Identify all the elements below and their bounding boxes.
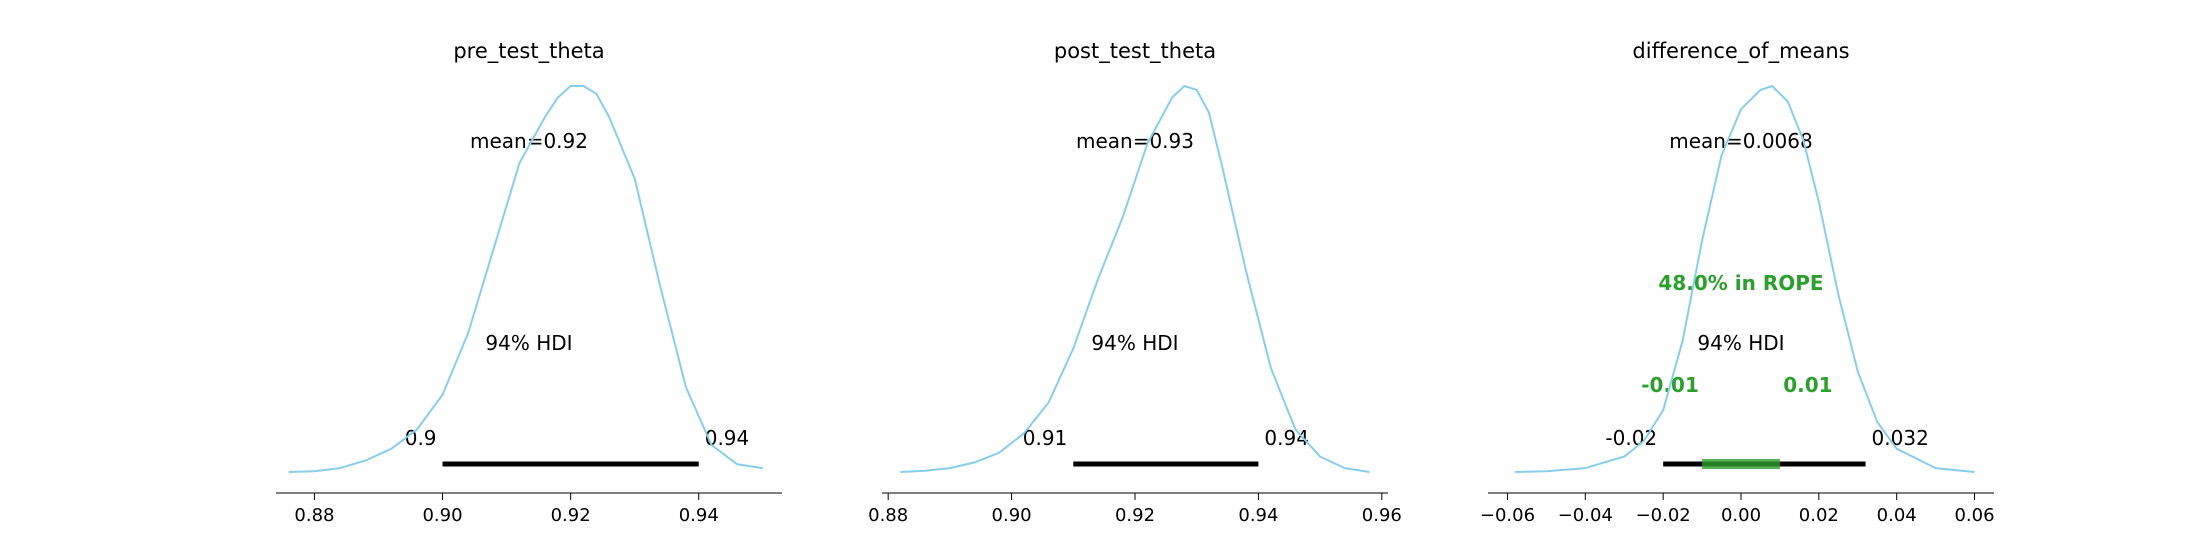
x-tick-label: −0.04 <box>1558 505 1613 526</box>
x-tick-label: 0.00 <box>1721 505 1761 526</box>
panel-difference-of-means: difference_of_means mean=0.0068 48.0% in… <box>1480 39 1995 526</box>
x-tick-label: 0.92 <box>551 505 591 526</box>
mean-label: mean=0.0068 <box>1669 129 1812 153</box>
hdi-low-label: 0.91 <box>1023 426 1068 450</box>
panel-title: post_test_theta <box>1054 39 1216 64</box>
panel-pre-test-theta: pre_test_theta mean=0.92 94% HDI 0.9 0.9… <box>276 39 782 526</box>
density-curve <box>1515 85 1975 473</box>
x-tick-label: 0.88 <box>294 505 334 526</box>
hdi-label: 94% HDI <box>1091 331 1178 355</box>
x-tick-label: 0.06 <box>1954 505 1994 526</box>
panel-title: difference_of_means <box>1632 39 1849 64</box>
rope-label: 48.0% in ROPE <box>1658 271 1823 295</box>
x-tick-label: 0.94 <box>1238 505 1278 526</box>
hdi-low-label: -0.02 <box>1605 426 1657 450</box>
hdi-high-label: 0.94 <box>1264 426 1309 450</box>
hdi-label: 94% HDI <box>1697 331 1784 355</box>
x-tick-label: 0.90 <box>992 505 1032 526</box>
x-tick-label: 0.94 <box>679 505 719 526</box>
x-tick-label: 0.88 <box>868 505 908 526</box>
x-tick-label: −0.06 <box>1480 505 1535 526</box>
x-tick-label: −0.02 <box>1636 505 1691 526</box>
panel-title: pre_test_theta <box>453 39 604 64</box>
x-tick-label: 0.02 <box>1799 505 1839 526</box>
rope-high-label: 0.01 <box>1783 373 1832 397</box>
mean-label: mean=0.93 <box>1076 129 1194 153</box>
density-curve <box>900 85 1370 473</box>
x-tick-label: 0.96 <box>1362 505 1402 526</box>
hdi-high-label: 0.032 <box>1872 426 1929 450</box>
x-tick-label: 0.04 <box>1877 505 1917 526</box>
density-curve <box>288 85 763 473</box>
panel-post-test-theta: post_test_theta mean=0.93 94% HDI 0.91 0… <box>868 39 1402 526</box>
x-tick-label: 0.92 <box>1115 505 1155 526</box>
hdi-high-label: 0.94 <box>705 426 750 450</box>
hdi-label: 94% HDI <box>485 331 572 355</box>
hdi-low-label: 0.9 <box>405 426 437 450</box>
x-tick-label: 0.90 <box>422 505 462 526</box>
mean-label: mean=0.92 <box>470 129 588 153</box>
